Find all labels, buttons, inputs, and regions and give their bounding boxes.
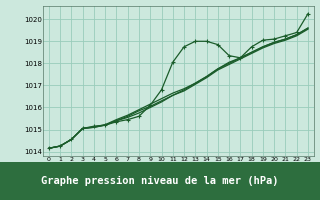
Text: Graphe pression niveau de la mer (hPa): Graphe pression niveau de la mer (hPa) xyxy=(41,176,279,186)
